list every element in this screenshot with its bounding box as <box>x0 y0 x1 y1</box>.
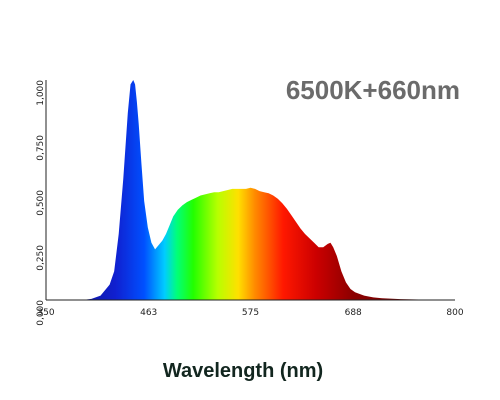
chart-title: 6500K+660nm <box>286 75 460 105</box>
x-ticks: 350 463 575 688 800 <box>37 308 463 318</box>
y-tick-label: 0,000 <box>36 300 46 326</box>
x-tick-label: 463 <box>140 308 157 318</box>
y-tick-label: 0,500 <box>36 190 46 216</box>
y-tick-label: 0,250 <box>36 245 46 271</box>
x-tick-label: 800 <box>446 308 463 318</box>
x-axis-label: Wavelength (nm) <box>163 360 323 382</box>
axes <box>45 80 455 301</box>
y-tick-label: 0,750 <box>36 135 46 161</box>
x-tick-label: 688 <box>345 308 362 318</box>
y-tick-label: 1,000 <box>36 80 46 106</box>
y-ticks: 0,000 0,250 0,500 0,750 1,000 <box>36 80 46 326</box>
x-tick-label: 575 <box>242 308 259 318</box>
spectrum-area-layer <box>46 80 455 300</box>
x-tick-label: 350 <box>37 308 54 318</box>
spectrum-area <box>46 80 455 300</box>
